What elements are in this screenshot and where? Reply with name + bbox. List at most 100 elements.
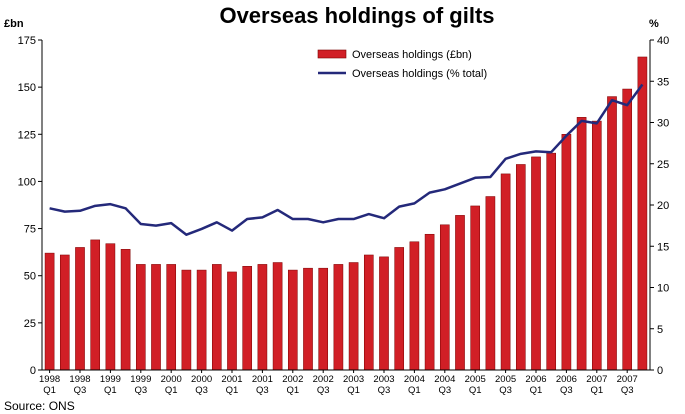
bar bbox=[379, 256, 389, 371]
x-tick-quarter: Q1 bbox=[165, 385, 178, 396]
bar bbox=[561, 134, 572, 371]
x-tick-year: 2002 bbox=[313, 374, 334, 385]
chart-title: Overseas holdings of gilts bbox=[219, 3, 494, 28]
bar bbox=[470, 205, 481, 371]
x-tick-quarter: Q3 bbox=[256, 385, 269, 396]
right-tick-label: 20 bbox=[657, 200, 669, 212]
x-tick-quarter: Q3 bbox=[195, 385, 208, 396]
x-tick-year: 2001 bbox=[221, 374, 242, 385]
bar bbox=[637, 56, 648, 371]
x-tick-quarter: Q1 bbox=[590, 385, 603, 396]
left-axis-unit: £bn bbox=[4, 18, 24, 30]
x-tick-quarter: Q3 bbox=[74, 385, 87, 396]
x-tick-quarter: Q1 bbox=[43, 385, 56, 396]
bar bbox=[348, 262, 359, 371]
bar bbox=[622, 88, 633, 371]
legend: Overseas holdings (£bn) Overseas holding… bbox=[317, 49, 487, 80]
right-tick-label: 5 bbox=[657, 324, 663, 336]
right-tick-label: 0 bbox=[657, 365, 663, 377]
line-series bbox=[49, 83, 644, 236]
right-tick-label: 35 bbox=[657, 76, 669, 88]
legend-label-line: Overseas holdings (% total) bbox=[352, 68, 487, 80]
right-tick-label: 30 bbox=[657, 118, 669, 130]
right-axis-ticks: 0 5 10 15 20 25 30 35 40 bbox=[650, 35, 669, 377]
bar bbox=[576, 117, 587, 371]
bar bbox=[303, 267, 313, 371]
bar bbox=[333, 264, 344, 371]
x-tick-year: 1998 bbox=[69, 374, 90, 385]
x-tick-quarter: Q1 bbox=[286, 385, 299, 396]
bar bbox=[424, 233, 435, 371]
axes bbox=[41, 40, 651, 371]
bar bbox=[44, 252, 55, 371]
x-tick-quarter: Q3 bbox=[134, 385, 147, 396]
bar bbox=[227, 271, 237, 371]
x-tick-quarter: Q3 bbox=[438, 385, 451, 396]
bar bbox=[439, 224, 450, 371]
legend-swatch-bars bbox=[317, 49, 347, 59]
x-tick-quarter: Q3 bbox=[621, 385, 634, 396]
bar bbox=[591, 120, 602, 371]
x-tick-year: 2006 bbox=[556, 374, 577, 385]
bar bbox=[272, 262, 283, 371]
x-tick-quarter: Q1 bbox=[347, 385, 360, 396]
right-tick-label: 40 bbox=[657, 35, 669, 47]
x-tick-quarter: Q1 bbox=[104, 385, 117, 396]
x-tick-year: 2003 bbox=[373, 374, 394, 385]
bar bbox=[135, 264, 146, 371]
x-tick-year: 2004 bbox=[434, 374, 455, 385]
bar bbox=[607, 96, 617, 371]
x-tick-year: 2005 bbox=[495, 374, 516, 385]
x-tick-quarter: Q1 bbox=[469, 385, 482, 396]
x-tick-quarter: Q1 bbox=[408, 385, 421, 396]
bar bbox=[59, 254, 70, 371]
x-tick-year: 2005 bbox=[465, 374, 486, 385]
bar bbox=[105, 243, 116, 371]
right-tick-label: 15 bbox=[657, 241, 669, 253]
bar bbox=[485, 196, 496, 371]
x-tick-year: 2002 bbox=[282, 374, 303, 385]
x-tick-quarter: Q3 bbox=[378, 385, 391, 396]
bar bbox=[394, 247, 405, 371]
right-axis-unit: % bbox=[649, 18, 659, 30]
left-tick-label: 150 bbox=[18, 82, 36, 94]
left-tick-label: 0 bbox=[30, 365, 36, 377]
bar bbox=[318, 267, 329, 371]
bar bbox=[242, 266, 253, 371]
left-tick-label: 125 bbox=[18, 129, 36, 141]
bar bbox=[75, 247, 85, 371]
x-tick-quarter: Q1 bbox=[530, 385, 543, 396]
bar bbox=[166, 264, 177, 371]
x-tick-year: 2000 bbox=[161, 374, 182, 385]
left-tick-label: 100 bbox=[18, 176, 36, 188]
x-tick-year: 1999 bbox=[130, 374, 151, 385]
legend-label-bars: Overseas holdings (£bn) bbox=[352, 49, 472, 61]
right-tick-label: 10 bbox=[657, 283, 669, 295]
left-axis-ticks: 0 25 50 75 100 125 150 175 bbox=[18, 35, 42, 377]
bar-series bbox=[44, 56, 648, 371]
left-tick-label: 25 bbox=[24, 318, 36, 330]
x-tick-year: 1999 bbox=[100, 374, 121, 385]
x-tick-year: 2004 bbox=[404, 374, 425, 385]
right-tick-label: 25 bbox=[657, 159, 669, 171]
bar bbox=[257, 264, 268, 371]
bar bbox=[181, 269, 192, 371]
x-tick-quarter: Q1 bbox=[226, 385, 239, 396]
bar bbox=[409, 241, 420, 371]
bar bbox=[515, 164, 526, 371]
x-tick-year: 2006 bbox=[525, 374, 546, 385]
bar bbox=[287, 269, 298, 371]
x-tick-year: 2000 bbox=[191, 374, 212, 385]
bar bbox=[151, 264, 161, 371]
bar bbox=[211, 264, 222, 371]
x-tick-quarter: Q3 bbox=[317, 385, 330, 396]
x-tick-year: 2001 bbox=[252, 374, 273, 385]
x-tick-year: 2007 bbox=[586, 374, 607, 385]
left-tick-label: 75 bbox=[24, 224, 36, 236]
x-tick-quarter: Q3 bbox=[499, 385, 512, 396]
bar bbox=[531, 156, 541, 371]
bar bbox=[500, 173, 511, 371]
left-tick-label: 175 bbox=[18, 35, 36, 47]
x-axis-ticks: 1998Q11998Q31999Q11999Q32000Q12000Q32001… bbox=[39, 370, 638, 396]
